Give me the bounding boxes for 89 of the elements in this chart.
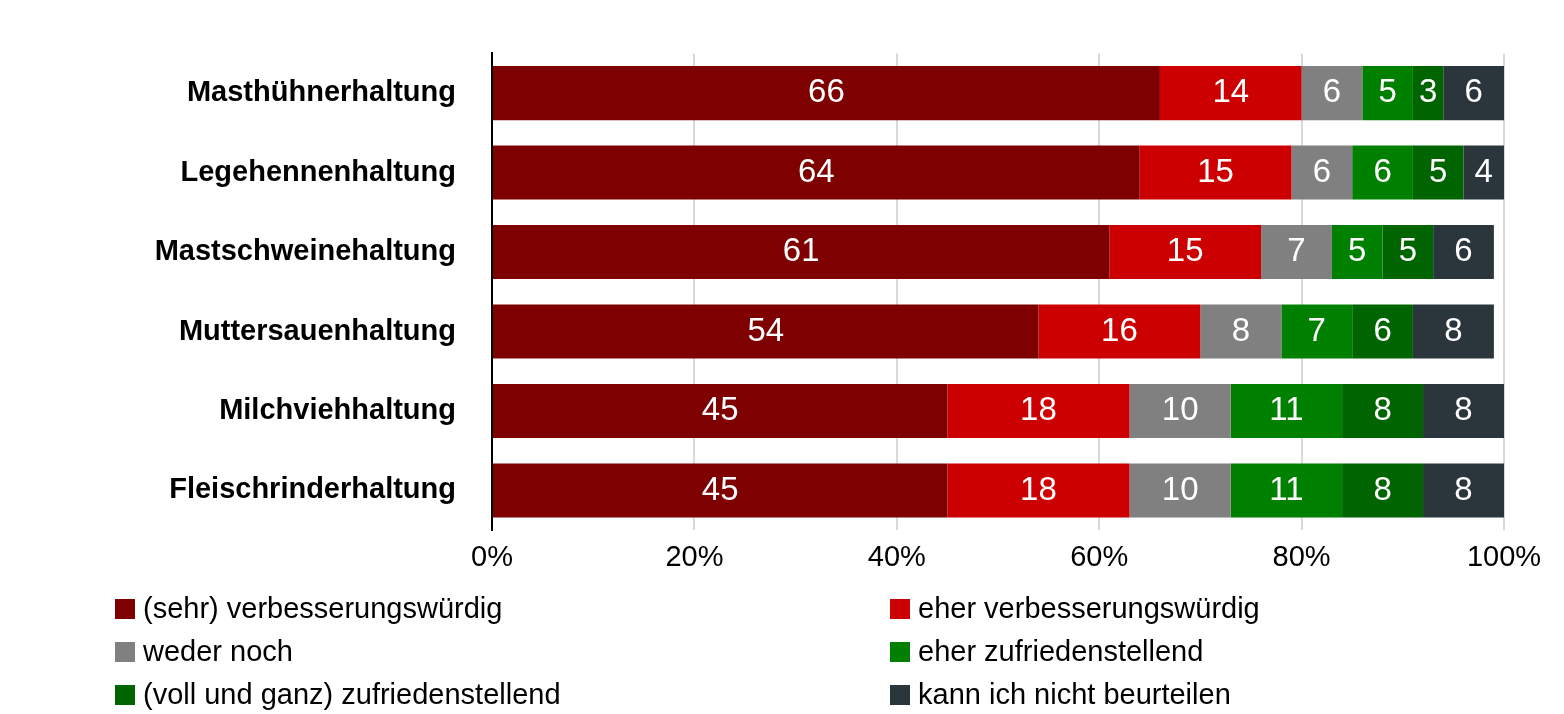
data-label: 61	[782, 231, 820, 269]
bar	[493, 383, 948, 439]
bar	[1382, 225, 1434, 280]
data-label: 15	[1166, 231, 1204, 269]
data-label: 45	[701, 390, 739, 428]
bar	[1281, 304, 1353, 359]
y-tick-label: Masthühnerhaltung	[186, 75, 456, 108]
y-tick-label: Legehennenhaltung	[180, 154, 456, 187]
data-label: 64	[797, 151, 835, 189]
bar	[493, 225, 1110, 280]
bar	[1352, 304, 1413, 359]
bar	[1433, 225, 1494, 280]
data-label: 11	[1269, 390, 1304, 428]
data-label: 6	[1312, 151, 1332, 189]
data-label: 5	[1378, 72, 1397, 110]
bar	[1129, 383, 1231, 439]
legend-label: (sehr) verbesserungswürdig	[143, 591, 503, 626]
data-label: 14	[1212, 72, 1250, 110]
data-label: 4	[1474, 151, 1493, 189]
data-label: 5	[1429, 151, 1448, 189]
bar	[1291, 145, 1353, 200]
x-tick-label: 100%	[1466, 539, 1542, 572]
bar	[947, 463, 1130, 518]
bar	[947, 383, 1130, 439]
bar	[1342, 463, 1424, 518]
bar	[1412, 145, 1464, 200]
bar	[1159, 66, 1302, 121]
data-label: 66	[808, 72, 845, 110]
data-label: 6	[1373, 151, 1392, 189]
data-label: 8	[1373, 390, 1392, 428]
bar	[1038, 304, 1201, 359]
x-tick-label: 60%	[1070, 539, 1129, 572]
legend-label: weder noch	[143, 634, 293, 669]
bar	[1129, 463, 1231, 518]
x-tick-label: 40%	[867, 539, 926, 572]
x-tick-label: 20%	[665, 539, 724, 572]
data-label: 5	[1348, 231, 1367, 269]
bar	[493, 463, 948, 518]
legend-label: kann ich nicht beurteilen	[918, 677, 1231, 712]
bar	[1443, 66, 1504, 121]
data-label: 54	[747, 310, 785, 348]
bar	[1139, 145, 1292, 200]
legend-label: eher verbesserungswürdig	[918, 591, 1260, 626]
bar	[1331, 225, 1383, 280]
bar	[1230, 463, 1343, 518]
bar	[493, 66, 1160, 121]
bar	[1352, 145, 1413, 200]
data-label: 8	[1454, 390, 1473, 428]
data-label: 8	[1231, 310, 1251, 348]
data-label: 6	[1464, 72, 1483, 110]
data-label: 10	[1161, 469, 1199, 507]
bar	[1463, 145, 1504, 200]
data-label: 6	[1454, 231, 1473, 269]
data-label: 18	[1020, 390, 1057, 428]
data-label: 8	[1444, 310, 1463, 348]
data-label: 7	[1307, 310, 1326, 348]
y-tick-label: Fleischrinderhaltung	[169, 472, 456, 505]
data-label: 6	[1373, 310, 1392, 348]
y-tick-label: Mastschweinehaltung	[154, 234, 456, 267]
legend-label: eher zufriedenstellend	[918, 634, 1204, 669]
bar	[1412, 304, 1494, 359]
legend-label: (voll und ganz) zufriedenstellend	[143, 677, 561, 712]
data-label: 15	[1197, 151, 1234, 189]
data-label: 6	[1322, 72, 1342, 110]
data-label: 3	[1418, 72, 1438, 110]
bar	[493, 304, 1039, 359]
data-label: 7	[1287, 231, 1306, 269]
y-tick-label: Muttersauenhaltung	[178, 313, 456, 346]
bar	[1342, 383, 1424, 439]
x-tick-label: 0%	[471, 539, 513, 572]
bar	[1230, 383, 1343, 439]
bar	[1109, 225, 1262, 280]
bar	[493, 145, 1140, 200]
data-label: 18	[1020, 469, 1057, 507]
bar	[1261, 225, 1332, 280]
data-label: 10	[1161, 390, 1199, 428]
bar	[1200, 304, 1282, 359]
bar	[1301, 66, 1363, 121]
data-label: 5	[1398, 231, 1418, 269]
data-label: 11	[1269, 469, 1304, 507]
x-tick-label: 80%	[1272, 539, 1331, 572]
data-label: 8	[1454, 469, 1473, 507]
bar	[1423, 383, 1504, 439]
bar	[1362, 66, 1413, 121]
bar	[1423, 463, 1504, 518]
data-label: 8	[1373, 469, 1392, 507]
y-tick-label: Milchviehhaltung	[219, 393, 456, 425]
data-label: 16	[1101, 310, 1138, 348]
data-label: 45	[701, 469, 739, 507]
